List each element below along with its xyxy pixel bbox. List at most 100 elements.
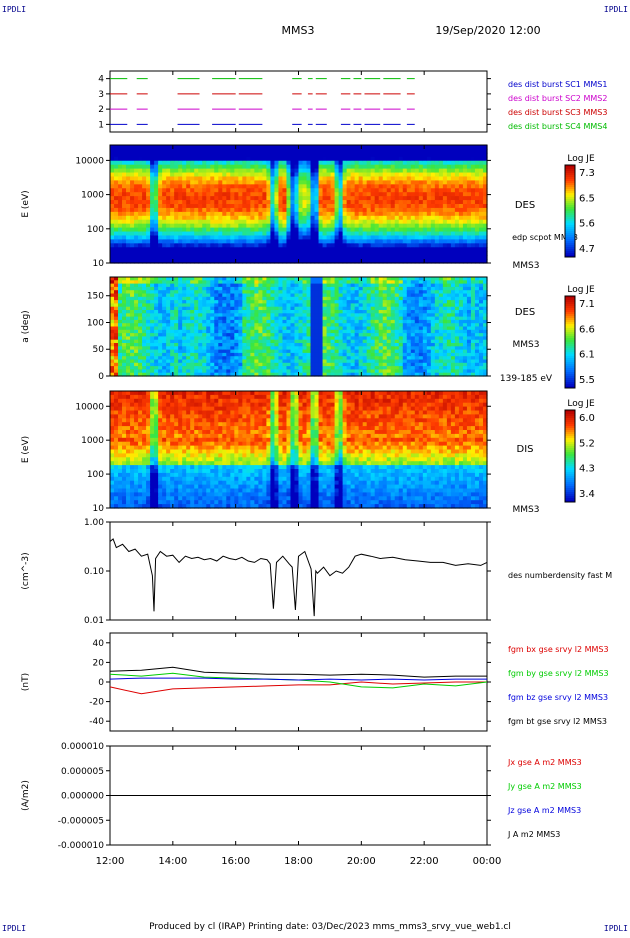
des-energy-cell: [359, 173, 364, 178]
des-energy-cell: [282, 216, 287, 221]
des-energy-cell: [347, 251, 352, 256]
des-energy-cell: [419, 200, 424, 205]
des-energy-cell: [475, 200, 480, 205]
des-energy-cell: [118, 232, 123, 237]
des-energy-cell: [439, 232, 444, 237]
des-energy-cell: [467, 224, 472, 229]
des-energy-cell: [130, 149, 135, 154]
des-energy-cell: [166, 208, 171, 213]
des-energy-cell: [359, 188, 364, 193]
des-energy-cell: [194, 232, 199, 237]
des-energy-cell: [307, 235, 312, 240]
des-energy-cell: [343, 235, 348, 240]
des-energy-cell: [262, 184, 267, 189]
des-energy-cell: [355, 255, 360, 260]
des-energy-cell: [459, 196, 464, 201]
des-energy-cell: [475, 169, 480, 174]
des-energy-cell: [303, 184, 308, 189]
des-energy-cell: [471, 208, 476, 213]
des-energy-cell: [278, 235, 283, 240]
des-energy-cell: [278, 192, 283, 197]
des-energy-cell: [206, 216, 211, 221]
des-energy-cell: [367, 220, 372, 225]
des-energy-cell: [467, 232, 472, 237]
des-energy-cell: [222, 255, 227, 260]
des-energy-cell: [455, 220, 460, 225]
des-energy-cell: [134, 216, 139, 221]
des-energy-cell: [270, 173, 275, 178]
des-energy-cell: [258, 255, 263, 260]
des-energy-cell: [447, 153, 452, 158]
des-energy-cell: [250, 184, 255, 189]
des-energy-cell: [443, 165, 448, 170]
des-energy-cell: [363, 243, 368, 248]
des-energy-cell: [226, 153, 231, 158]
des-energy-cell: [479, 224, 484, 229]
des-energy-cell: [182, 169, 187, 174]
des-energy-cell: [407, 243, 412, 248]
des-energy-cell: [182, 255, 187, 260]
des-energy-cell: [395, 161, 400, 166]
des-energy-cell: [427, 176, 432, 181]
des-energy-cell: [254, 255, 259, 260]
des-energy-cell: [391, 208, 396, 213]
des-energy-cell: [335, 208, 340, 213]
des-energy-cell: [294, 216, 299, 221]
des-energy-cell: [451, 161, 456, 166]
des-energy-cell: [274, 204, 279, 209]
des-energy-cell: [323, 232, 328, 237]
des-energy-cell: [411, 153, 416, 158]
des-energy-cell: [282, 173, 287, 178]
des-energy-cell: [270, 208, 275, 213]
des-energy-cell: [142, 169, 147, 174]
des-energy-cell: [431, 255, 436, 260]
des-energy-cell: [250, 220, 255, 225]
des-energy-cell: [254, 161, 259, 166]
des-energy-cell: [351, 255, 356, 260]
des-energy-cell: [226, 169, 231, 174]
des-energy-cell: [423, 204, 428, 209]
des-energy-cell: [222, 184, 227, 189]
des-energy-cell: [355, 192, 360, 197]
des-energy-cell: [250, 157, 255, 162]
des-energy-cell: [451, 224, 456, 229]
des-pitch-spectrogram: [110, 277, 488, 377]
des-energy-cell: [435, 165, 440, 170]
des-energy-cell: [118, 149, 123, 154]
des-energy-cell: [226, 235, 231, 240]
des-energy-cell: [286, 169, 291, 174]
des-energy-cell: [194, 247, 199, 252]
des-energy-cell: [403, 228, 408, 233]
des-energy-cell: [178, 224, 183, 229]
des-energy-cell: [178, 153, 183, 158]
des-energy-cell: [327, 149, 332, 154]
des-energy-cell: [230, 149, 235, 154]
des-energy-cell: [371, 247, 376, 252]
des-energy-colorbar-tick: 7.3: [579, 168, 595, 179]
des-energy-cell: [395, 251, 400, 256]
des-energy-cell: [258, 176, 263, 181]
des-energy-cell: [242, 196, 247, 201]
des-energy-cell: [431, 208, 436, 213]
des-energy-cell: [455, 176, 460, 181]
des-energy-cell: [355, 204, 360, 209]
des-energy-cell: [383, 239, 388, 244]
des-energy-cell: [294, 180, 299, 185]
des-energy-cell: [339, 212, 344, 217]
des-energy-cell: [475, 176, 480, 181]
des-energy-cell: [182, 212, 187, 217]
des-energy-cell: [447, 161, 452, 166]
des-energy-cell: [387, 161, 392, 166]
des-energy-cell: [198, 220, 203, 225]
des-energy-cell: [238, 173, 243, 178]
des-energy-cell: [218, 153, 223, 158]
des-energy-cell: [194, 188, 199, 193]
des-energy-cell: [339, 228, 344, 233]
des-energy-cell: [202, 196, 207, 201]
availability-legend-item: des dist burst SC3 MMS3: [508, 108, 607, 117]
des-energy-cell: [387, 251, 392, 256]
des-energy-cell: [355, 173, 360, 178]
des-energy-cell: [190, 196, 195, 201]
des-energy-cell: [118, 220, 123, 225]
des-energy-cell: [114, 220, 119, 225]
